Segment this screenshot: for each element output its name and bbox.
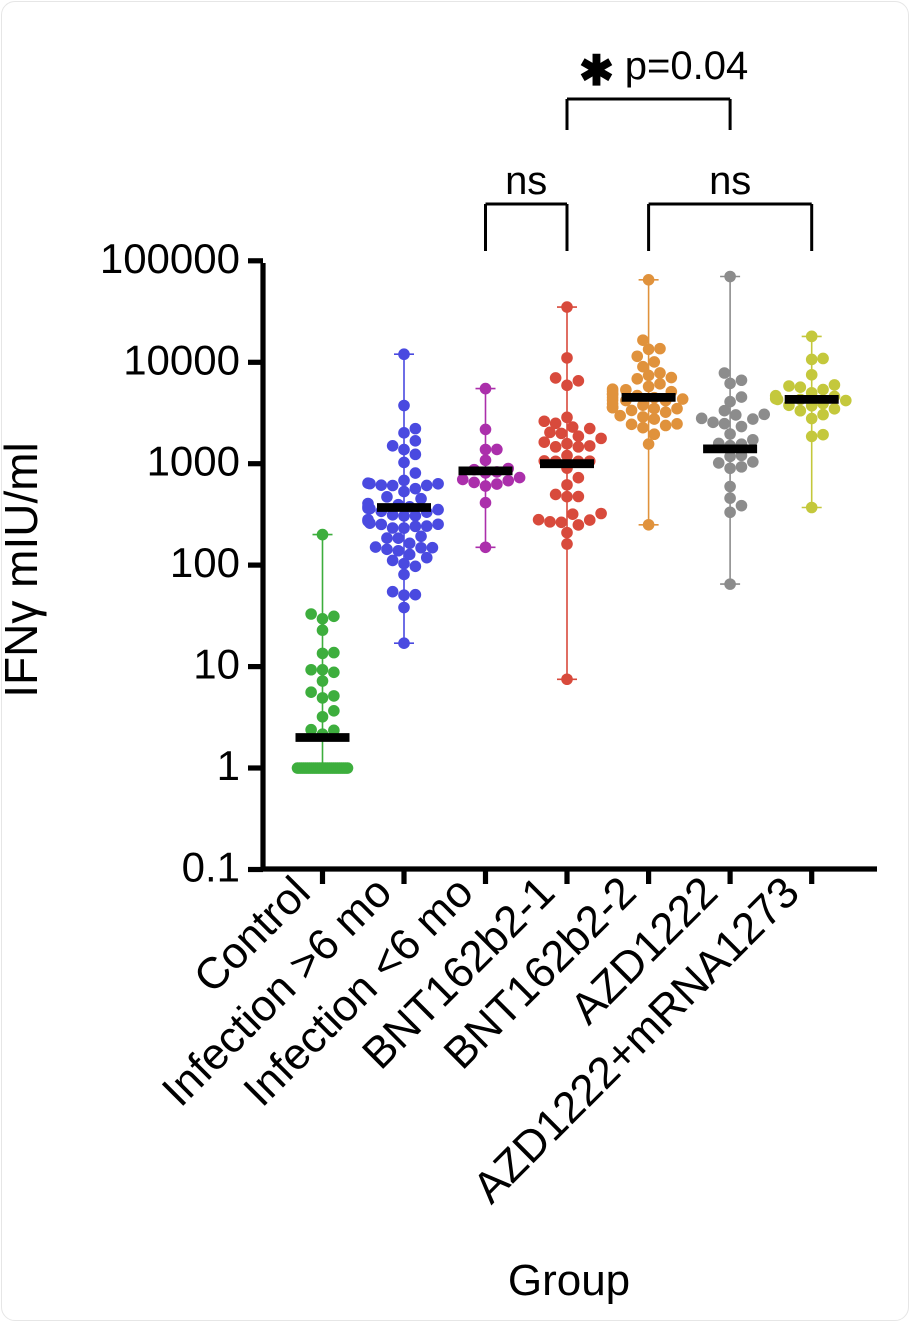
svg-text:p=0.04: p=0.04 bbox=[625, 44, 748, 88]
svg-text:ns: ns bbox=[505, 159, 547, 203]
svg-text:Group: Group bbox=[508, 1256, 630, 1305]
svg-text:✱: ✱ bbox=[579, 47, 614, 94]
svg-text:100: 100 bbox=[170, 539, 240, 586]
svg-text:1000: 1000 bbox=[147, 438, 240, 485]
svg-text:ns: ns bbox=[709, 159, 751, 203]
svg-text:IFNγ mIU/ml: IFNγ mIU/ml bbox=[2, 442, 47, 698]
svg-text:100000: 100000 bbox=[100, 235, 240, 282]
svg-text:10000: 10000 bbox=[123, 336, 240, 383]
svg-text:10: 10 bbox=[193, 641, 240, 688]
svg-text:1: 1 bbox=[217, 742, 240, 789]
svg-text:0.1: 0.1 bbox=[182, 844, 240, 891]
